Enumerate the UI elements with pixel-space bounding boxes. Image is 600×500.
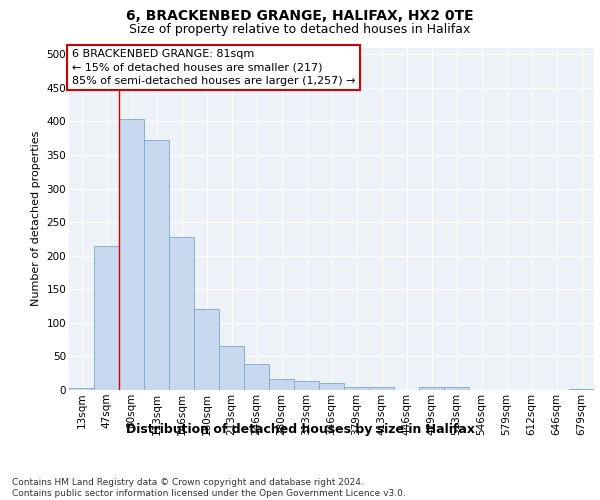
Bar — [419, 386, 444, 390]
Bar — [194, 310, 219, 390]
Bar — [369, 386, 394, 390]
Text: 6, BRACKENBED GRANGE, HALIFAX, HX2 0TE: 6, BRACKENBED GRANGE, HALIFAX, HX2 0TE — [126, 9, 474, 23]
Bar — [294, 380, 319, 390]
Bar — [244, 364, 269, 390]
Bar — [269, 378, 294, 390]
Text: Distribution of detached houses by size in Halifax: Distribution of detached houses by size … — [125, 422, 475, 436]
Bar — [169, 237, 194, 390]
Text: 6 BRACKENBED GRANGE: 81sqm
← 15% of detached houses are smaller (217)
85% of sem: 6 BRACKENBED GRANGE: 81sqm ← 15% of deta… — [71, 49, 355, 86]
Bar — [444, 388, 469, 390]
Bar — [94, 246, 119, 390]
Text: Contains HM Land Registry data © Crown copyright and database right 2024.
Contai: Contains HM Land Registry data © Crown c… — [12, 478, 406, 498]
Bar — [344, 386, 369, 390]
Bar — [569, 388, 594, 390]
Bar — [69, 388, 94, 390]
Text: Size of property relative to detached houses in Halifax: Size of property relative to detached ho… — [130, 22, 470, 36]
Bar — [219, 346, 244, 390]
Bar — [144, 140, 169, 390]
Bar — [319, 384, 344, 390]
Bar — [119, 120, 144, 390]
Y-axis label: Number of detached properties: Number of detached properties — [31, 131, 41, 306]
